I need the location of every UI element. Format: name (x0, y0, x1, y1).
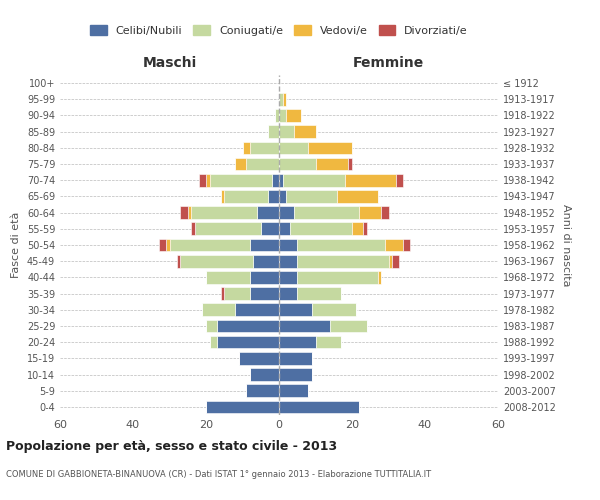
Bar (283, 93, 286, 106)
Bar (381, 206, 389, 219)
Bar (177, 255, 181, 268)
Bar (344, 174, 396, 186)
Bar (385, 238, 403, 252)
Bar (377, 271, 381, 283)
Bar (250, 368, 279, 381)
Bar (279, 368, 312, 381)
Bar (195, 222, 261, 235)
Bar (363, 222, 367, 235)
Bar (316, 158, 349, 170)
Bar (286, 190, 337, 202)
Bar (275, 109, 279, 122)
Bar (279, 93, 283, 106)
Bar (242, 142, 250, 154)
Text: Popolazione per età, sesso e stato civile - 2013: Popolazione per età, sesso e stato civil… (6, 440, 337, 453)
Bar (279, 174, 283, 186)
Bar (246, 384, 279, 397)
Bar (268, 126, 279, 138)
Bar (389, 255, 392, 268)
Bar (279, 158, 316, 170)
Y-axis label: Anni di nascita: Anni di nascita (561, 204, 571, 286)
Legend: Celibi/Nubili, Coniugati/e, Vedovi/e, Divorziati/e: Celibi/Nubili, Coniugati/e, Vedovi/e, Di… (87, 22, 471, 39)
Bar (279, 304, 312, 316)
Bar (209, 174, 272, 186)
Bar (297, 288, 341, 300)
Bar (235, 304, 279, 316)
Bar (290, 222, 352, 235)
Bar (221, 190, 224, 202)
Bar (286, 109, 301, 122)
Bar (221, 288, 224, 300)
Bar (261, 222, 279, 235)
Bar (279, 222, 290, 235)
Bar (396, 174, 403, 186)
Bar (279, 126, 293, 138)
Bar (253, 255, 279, 268)
Bar (209, 336, 217, 348)
Text: Maschi: Maschi (142, 56, 197, 70)
Bar (297, 255, 389, 268)
Text: COMUNE DI GABBIONETA-BINANUOVA (CR) - Dati ISTAT 1° gennaio 2013 - Elaborazione : COMUNE DI GABBIONETA-BINANUOVA (CR) - Da… (6, 470, 431, 479)
Bar (337, 190, 377, 202)
Bar (293, 126, 316, 138)
Bar (308, 142, 352, 154)
Bar (392, 255, 400, 268)
Bar (257, 206, 279, 219)
Bar (316, 336, 341, 348)
Bar (279, 336, 316, 348)
Bar (279, 206, 293, 219)
Bar (293, 206, 359, 219)
Bar (191, 222, 195, 235)
Bar (297, 238, 385, 252)
Bar (279, 400, 359, 413)
Bar (191, 206, 257, 219)
Bar (403, 238, 410, 252)
Bar (250, 288, 279, 300)
Bar (279, 109, 286, 122)
Bar (283, 174, 344, 186)
Bar (312, 304, 356, 316)
Bar (359, 206, 381, 219)
Bar (199, 174, 206, 186)
Bar (158, 238, 166, 252)
Bar (206, 320, 217, 332)
Bar (330, 320, 367, 332)
Bar (279, 271, 297, 283)
Bar (279, 384, 308, 397)
Bar (279, 190, 286, 202)
Bar (279, 255, 297, 268)
Bar (224, 190, 268, 202)
Bar (279, 238, 297, 252)
Bar (166, 238, 170, 252)
Bar (235, 158, 246, 170)
Bar (217, 336, 279, 348)
Bar (279, 352, 312, 364)
Bar (246, 158, 279, 170)
Bar (279, 320, 330, 332)
Text: Femmine: Femmine (353, 56, 424, 70)
Bar (279, 288, 297, 300)
Bar (268, 190, 279, 202)
Bar (250, 142, 279, 154)
Y-axis label: Fasce di età: Fasce di età (11, 212, 21, 278)
Bar (181, 255, 253, 268)
Bar (349, 158, 352, 170)
Bar (239, 352, 279, 364)
Bar (224, 288, 250, 300)
Bar (181, 206, 188, 219)
Bar (206, 174, 209, 186)
Bar (202, 304, 235, 316)
Bar (250, 271, 279, 283)
Bar (297, 271, 377, 283)
Bar (206, 400, 279, 413)
Bar (272, 174, 279, 186)
Bar (170, 238, 250, 252)
Bar (279, 142, 308, 154)
Bar (206, 271, 250, 283)
Bar (250, 238, 279, 252)
Bar (352, 222, 363, 235)
Bar (217, 320, 279, 332)
Bar (188, 206, 191, 219)
